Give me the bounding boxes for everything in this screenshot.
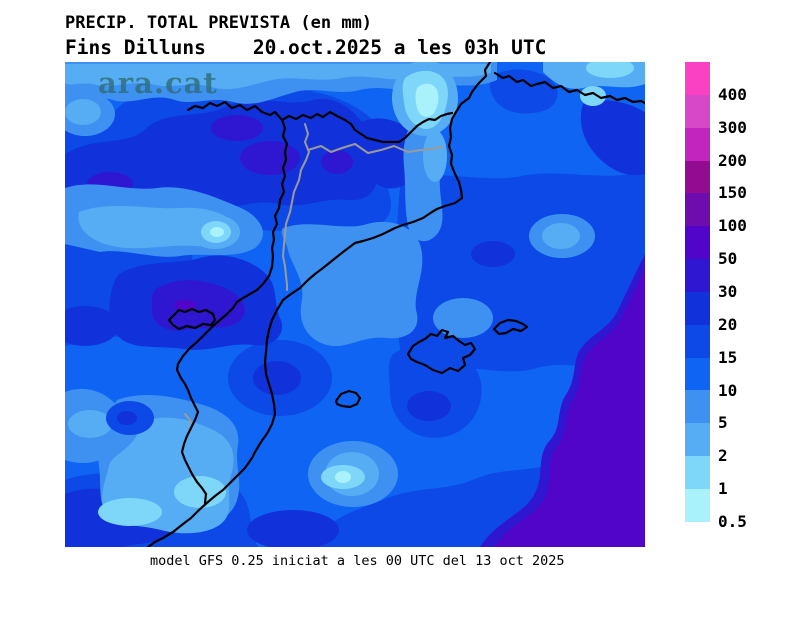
legend-band: [685, 488, 710, 522]
precip-scale-legend: 400 300 200 150 100 50 30 20 15 10 5 2 1 0.5: [685, 62, 775, 532]
legend-label: 10: [718, 380, 738, 400]
legend-band: [685, 226, 710, 260]
precipitation-field-svg: [65, 62, 645, 547]
legend-label: 0.5: [718, 512, 747, 531]
border-inland: [175, 118, 289, 505]
ara-cat-watermark: ara.cat: [98, 66, 218, 100]
legend-band: [685, 390, 710, 424]
legend-label: 200: [718, 150, 747, 170]
precipitation-map: ara.cat: [65, 62, 645, 547]
legend-band: [685, 291, 710, 325]
page-title: PRECIP. TOTAL PREVISTA (en mm): [65, 13, 373, 33]
legend-label: 150: [718, 183, 747, 203]
model-run-caption: model GFS 0.25 iniciat a les 00 UTC del …: [150, 553, 565, 569]
coastline-mediterranean: [146, 62, 492, 547]
legend-label: 15: [718, 347, 738, 367]
reservoir-outline: [167, 307, 217, 331]
precip-embedded-dark-spots: [106, 401, 154, 435]
legend-label: 2: [718, 446, 728, 466]
border-pyrenees: [186, 100, 454, 144]
legend-band: [685, 456, 710, 489]
island-ibiza: [334, 389, 362, 409]
legend-label: 5: [718, 413, 728, 433]
legend-band: [685, 357, 710, 391]
legend-label: 100: [718, 216, 747, 236]
legend-colorbar: [685, 62, 710, 522]
coastline-gulf-of-lion: [493, 71, 645, 105]
legend-label: 50: [718, 249, 738, 269]
legend-band: [685, 62, 710, 95]
coastline-borders: [146, 62, 645, 547]
legend-band: [685, 94, 710, 128]
island-menorca: [492, 318, 529, 336]
page-subtitle: Fins Dilluns 20.oct.2025 a les 03h UTC: [65, 36, 547, 59]
legend-band: [685, 193, 710, 227]
legend-band: [685, 127, 710, 161]
legend-label: 30: [718, 282, 738, 301]
legend-band: [685, 160, 710, 194]
legend-label: 400: [718, 84, 747, 104]
legend-label: 300: [718, 117, 747, 137]
legend-labels: 400 300 200 150 100 50 30 20 15 10 5 2 1 0.5: [718, 62, 774, 532]
precip-1-2-patches: [98, 62, 634, 526]
legend-band: [685, 259, 710, 292]
legend-label: 20: [718, 314, 738, 334]
precip-0p5-1-cores: [210, 83, 439, 483]
island-mallorca: [406, 328, 477, 375]
legend-band: [685, 423, 710, 457]
legend-label: 1: [718, 479, 728, 499]
legend-band: [685, 324, 710, 358]
precip-50-100-region: [174, 268, 645, 547]
